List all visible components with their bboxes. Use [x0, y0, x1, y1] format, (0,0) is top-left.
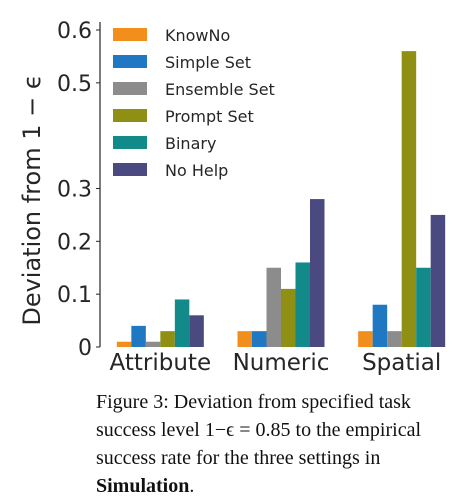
- y-tick-label: 0.2: [57, 230, 92, 255]
- caption-emphasis: Simulation: [96, 475, 190, 497]
- bar: [310, 199, 325, 347]
- bar: [160, 331, 175, 347]
- y-tick-labels: 0 0.1 0.2 0.3 0.5 0.6: [57, 19, 100, 361]
- legend-label: Ensemble Set: [165, 80, 275, 99]
- legend-label: Simple Set: [165, 53, 251, 72]
- caption-line1: Deviation from specified task success: [96, 391, 411, 441]
- caption-line3-post: .: [189, 475, 195, 497]
- caption-line3-pre: for the three settings in: [195, 447, 381, 469]
- x-category-labels: Attribute Numeric Spatial: [110, 350, 442, 376]
- legend-swatch: [113, 82, 147, 95]
- chart-bars: [116, 51, 446, 348]
- bar: [131, 325, 146, 347]
- y-tick-label: 0.5: [57, 72, 92, 97]
- bar: [295, 262, 310, 347]
- bar: [252, 331, 267, 347]
- bar: [372, 304, 388, 347]
- x-category-label: Spatial: [362, 350, 441, 376]
- bar: [174, 299, 190, 347]
- legend-swatch: [113, 136, 147, 149]
- x-category-label: Numeric: [233, 350, 330, 376]
- bar: [189, 315, 204, 347]
- bar: [266, 267, 281, 347]
- bar: [237, 331, 252, 347]
- legend-swatch: [113, 109, 147, 122]
- y-tick-label: 0.3: [57, 178, 92, 203]
- bar: [116, 341, 132, 347]
- y-tick-label: 0: [78, 336, 92, 361]
- bar: [281, 288, 296, 347]
- y-tick-label: 0.1: [57, 283, 92, 308]
- y-axis-label: Deviation from 1 − ϵ: [18, 74, 46, 325]
- y-tick-label: 0.6: [57, 19, 92, 44]
- legend-label: KnowNo: [165, 26, 230, 45]
- legend-swatch: [113, 28, 147, 41]
- figure-caption: Figure 3: Deviation from specified task …: [96, 388, 460, 500]
- bar: [145, 341, 161, 347]
- bar: [430, 214, 446, 347]
- legend-swatch: [113, 55, 147, 68]
- bar: [387, 331, 402, 347]
- caption-label: Figure 3:: [96, 391, 169, 413]
- legend: KnowNo Simple Set Ensemble Set Prompt Set Bi…: [113, 26, 275, 180]
- bar: [358, 331, 373, 347]
- x-category-label: Attribute: [110, 350, 212, 376]
- caption-line2: level 1−ϵ = 0.85 to the empirical succes…: [96, 419, 422, 469]
- legend-label: Binary: [165, 134, 216, 153]
- bar-chart: 0 0.1 0.2 0.3 0.5 0.6 Attribute Numeric Spatial…: [18, 19, 446, 376]
- bar: [401, 51, 417, 348]
- legend-label: No Help: [165, 161, 228, 180]
- legend-label: Prompt Set: [165, 107, 254, 126]
- legend-swatch: [113, 163, 147, 176]
- bar: [416, 267, 431, 347]
